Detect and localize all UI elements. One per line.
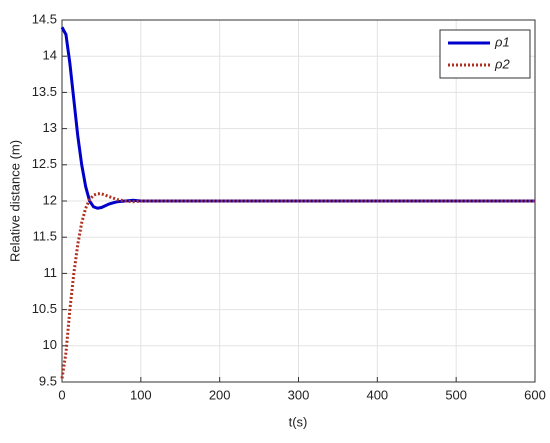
x-axis-label: t(s) (289, 414, 308, 429)
x-tick-label: 400 (366, 387, 388, 402)
y-tick-label: 13 (43, 120, 57, 135)
y-tick-label: 10.5 (32, 301, 57, 316)
y-tick-label: 12.5 (32, 156, 57, 171)
y-tick-label: 10 (43, 337, 57, 352)
x-tick-label: 200 (209, 387, 231, 402)
y-axis-label: Relative distance (m) (7, 140, 22, 262)
legend-label: ρ2 (494, 56, 510, 71)
y-tick-label: 14 (43, 48, 57, 63)
x-tick-label: 600 (524, 387, 546, 402)
x-tick-label: 0 (58, 387, 65, 402)
y-tick-label: 13.5 (32, 84, 57, 99)
x-tick-label: 300 (288, 387, 310, 402)
y-tick-label: 11.5 (33, 229, 57, 244)
x-tick-label: 100 (130, 387, 152, 402)
y-tick-label: 12 (43, 192, 57, 207)
line-series (60, 192, 535, 379)
x-tick-label: 500 (445, 387, 467, 402)
y-tick-label: 11 (44, 265, 58, 280)
y-tick-label: 9.5 (39, 373, 57, 388)
legend-box (439, 29, 531, 79)
legend-label: ρ1 (494, 34, 510, 49)
y-tick-label: 14.5 (32, 11, 57, 26)
